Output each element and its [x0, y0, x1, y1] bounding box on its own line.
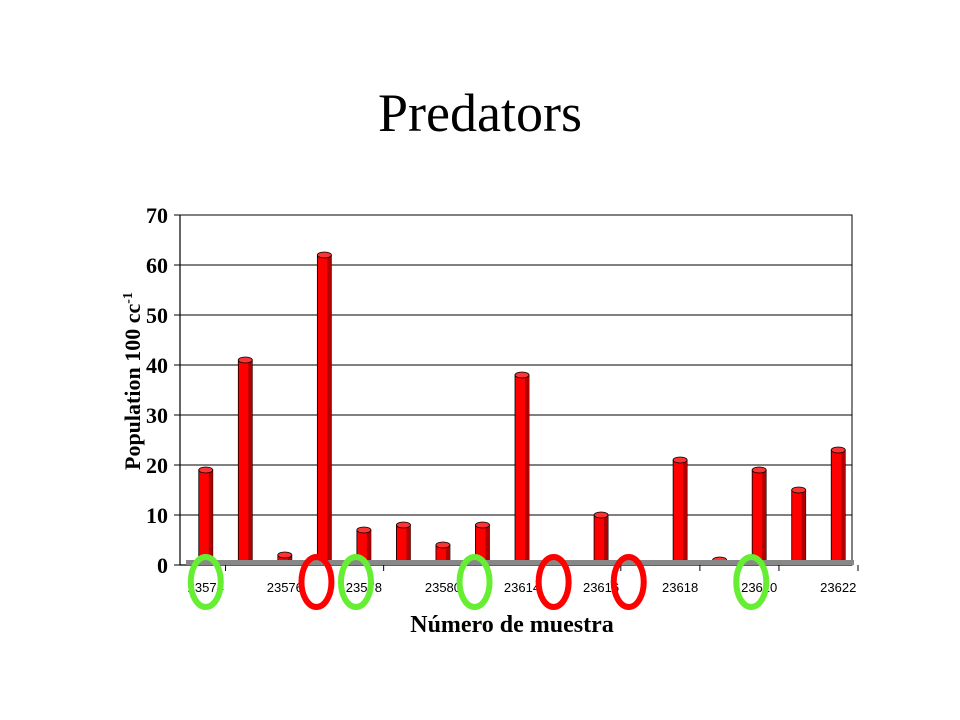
green-oval-marker	[456, 554, 493, 610]
x-tick-label: 23578	[346, 580, 382, 595]
sample-markers	[187, 554, 770, 610]
bar-shade	[406, 525, 411, 565]
green-oval-marker	[187, 554, 224, 610]
y-tick-labels: 0 10 20 30 40 50 60 70	[146, 203, 168, 578]
y-tick-label: 60	[146, 253, 168, 278]
bar-cap	[475, 521, 490, 529]
bar-shade	[445, 545, 450, 565]
green-oval-marker	[337, 554, 374, 610]
bar-shade	[762, 470, 767, 565]
bar	[514, 371, 530, 566]
bar-shade	[604, 515, 609, 565]
bar-shade	[208, 470, 213, 565]
red-oval-marker	[298, 554, 335, 610]
bar	[237, 356, 253, 566]
slide-title: Predators	[378, 83, 582, 143]
bar-cap	[514, 371, 530, 379]
bar-cap	[751, 466, 767, 474]
bar-shade	[841, 450, 846, 565]
bar-cap	[396, 521, 411, 529]
bar-cap	[791, 486, 807, 494]
red-oval-marker	[535, 554, 572, 610]
bar-shade	[248, 360, 253, 565]
x-tick-label: 23622	[820, 580, 856, 595]
y-tick-label: 30	[146, 403, 168, 428]
x-tick-label: 23576	[267, 580, 303, 595]
x-tick-label: 23580	[425, 580, 461, 595]
bar	[830, 446, 846, 566]
bar	[198, 466, 214, 566]
x-tick-label: 23616	[583, 580, 619, 595]
chart-floor	[186, 560, 854, 565]
x-tick-label: 23620	[741, 580, 777, 595]
bar-cap	[435, 541, 451, 549]
bar	[791, 486, 807, 566]
bar-shade	[327, 255, 332, 565]
bar-cap	[277, 551, 293, 559]
bar-shade	[525, 375, 529, 565]
bar-cap	[356, 526, 372, 534]
bar	[593, 511, 609, 566]
bar-cap	[830, 446, 846, 454]
x-tick-label: 23614	[504, 580, 540, 595]
y-tick-label: 70	[146, 203, 168, 228]
bar-cap	[316, 251, 332, 259]
y-axis-label: Population 100 cc-1	[120, 292, 145, 470]
bar	[672, 456, 688, 566]
bar-shade	[683, 460, 688, 565]
bar-shade	[801, 490, 806, 565]
red-oval-marker	[610, 554, 647, 610]
bar-cap	[237, 356, 253, 364]
x-axis-label: Número de muestra	[410, 612, 614, 638]
y-axis-label-superscript: -1	[121, 292, 136, 304]
y-axis-label-text: Population 100 cc	[120, 304, 145, 470]
bar-cap	[672, 456, 688, 464]
x-tick-label: 23618	[662, 580, 698, 595]
x-tick-labels: 23574 23576 23578 23580 23614 23616 23618 23620…	[188, 580, 857, 595]
bar-shade	[485, 525, 490, 565]
green-oval-marker	[733, 554, 770, 610]
bar-cap	[593, 511, 609, 519]
y-tick-label: 50	[146, 303, 168, 328]
y-tick-label: 20	[146, 453, 168, 478]
y-tick-label: 40	[146, 353, 168, 378]
bar	[316, 251, 332, 566]
bars	[198, 251, 846, 566]
bar	[396, 521, 411, 566]
bar-shade	[366, 530, 371, 565]
bar	[751, 466, 767, 566]
y-tick-label: 0	[157, 553, 168, 578]
bar-cap	[198, 466, 214, 474]
x-tick-label: 23574	[188, 580, 224, 595]
y-tick-label: 10	[146, 503, 168, 528]
